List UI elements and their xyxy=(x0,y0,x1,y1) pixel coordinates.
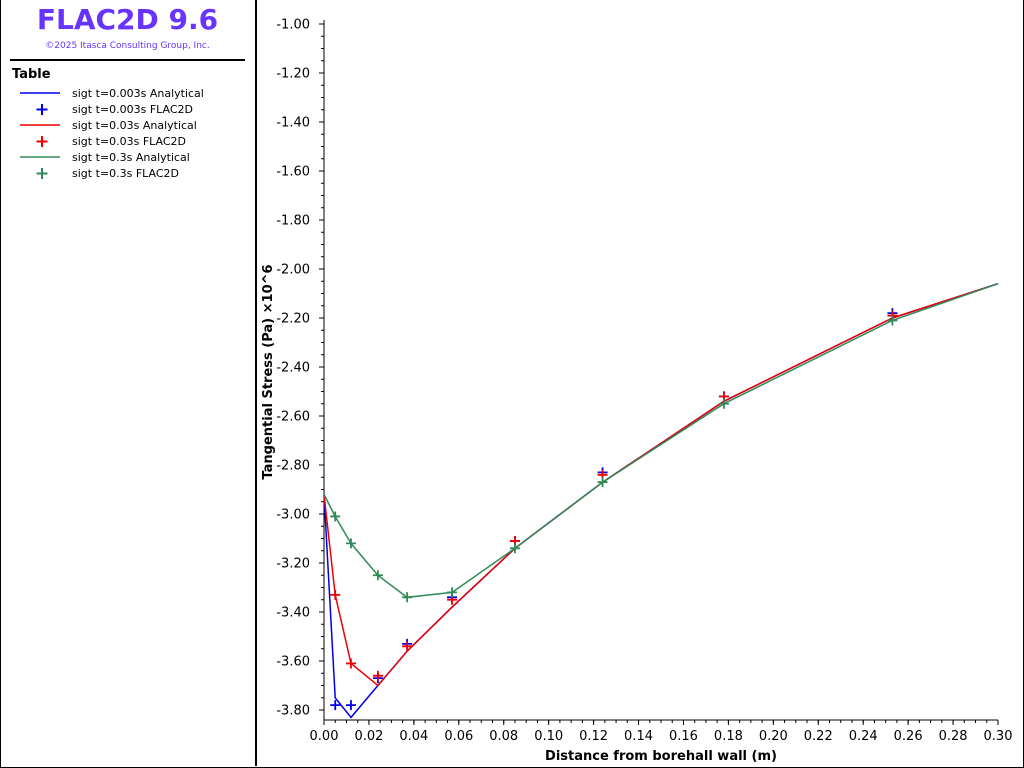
legend-line-swatch xyxy=(20,156,60,158)
plus-marker xyxy=(887,315,898,326)
legend-label: sigt t=0.03s FLAC2D xyxy=(72,135,187,148)
legend-item: sigt t=0.003s Analytical xyxy=(20,86,250,102)
y-tick-label: -1.80 xyxy=(276,214,310,229)
x-tick-label: 0.08 xyxy=(489,729,518,744)
plus-marker xyxy=(597,477,608,488)
plus-marker xyxy=(402,641,413,652)
plus-marker xyxy=(447,587,458,598)
title-divider xyxy=(10,59,245,61)
y-tick-label: -1.00 xyxy=(276,18,310,33)
x-tick-label: 0.16 xyxy=(669,729,698,744)
plus-marker xyxy=(345,658,356,669)
legend-label: sigt t=0.003s Analytical xyxy=(72,87,204,100)
legend-line-swatch xyxy=(20,124,60,126)
y-tick-label: -1.60 xyxy=(276,165,310,180)
plus-marker xyxy=(402,592,413,603)
x-tick-label: 0.22 xyxy=(804,729,833,744)
plus-marker xyxy=(330,511,341,522)
y-tick-label: -3.00 xyxy=(276,508,310,523)
legend-item: sigt t=0.003s FLAC2D xyxy=(20,102,250,118)
x-tick-label: 0.00 xyxy=(310,729,339,744)
y-tick-label: -1.40 xyxy=(276,116,310,131)
x-tick-label: 0.24 xyxy=(849,729,878,744)
y-axis-label: Tangential Stress (Pa) ×10^6 xyxy=(261,264,276,479)
chart-area: -1.00 -1.20 -1.40 -1.60 -1.80 -2.00 -2.20 -2.40… xyxy=(261,18,1013,765)
legend-list: sigt t=0.003s Analytical sigt t=0.003s F… xyxy=(20,86,250,182)
x-tick-label: 0.14 xyxy=(624,729,653,744)
legend-item: sigt t=0.03s Analytical xyxy=(20,118,250,134)
x-axis-label: Distance from borehall wall (m) xyxy=(545,749,777,764)
y-tick-label: -2.80 xyxy=(276,459,310,474)
legend-item: sigt t=0.3s FLAC2D xyxy=(20,166,250,182)
plus-marker xyxy=(509,543,520,554)
y-tick-label: -1.20 xyxy=(276,67,310,82)
plus-marker xyxy=(372,570,383,581)
legend-item: sigt t=0.03s FLAC2D xyxy=(20,134,250,150)
plus-marker xyxy=(345,538,356,549)
y-tick-label: -2.60 xyxy=(276,410,310,425)
y-tick-label: -3.40 xyxy=(276,606,310,621)
legend-plus-marker-swatch xyxy=(36,104,48,115)
y-tick-label: -2.00 xyxy=(276,263,310,278)
plus-marker xyxy=(345,700,356,711)
copyright-text: ©2025 Itasca Consulting Group, Inc. xyxy=(45,41,210,51)
legend-title: Table xyxy=(12,67,51,82)
x-tick-label: 0.30 xyxy=(984,729,1013,744)
x-tick-label: 0.20 xyxy=(759,729,788,744)
x-tick-label: 0.04 xyxy=(399,729,428,744)
plus-marker xyxy=(330,589,341,600)
y-tick-label: -3.80 xyxy=(276,704,310,719)
x-tick-label: 0.10 xyxy=(534,729,563,744)
legend-label: sigt t=0.3s Analytical xyxy=(72,151,190,164)
legend-label: sigt t=0.003s FLAC2D xyxy=(72,103,194,116)
y-tick-label: -2.40 xyxy=(276,361,310,376)
legend-panel: FLAC2D 9.6 ©2025 Itasca Consulting Group… xyxy=(0,0,257,766)
legend-plus-marker-swatch xyxy=(36,168,48,179)
series-line xyxy=(323,282,999,687)
x-tick-label: 0.18 xyxy=(714,729,743,744)
legend-label: sigt t=0.3s FLAC2D xyxy=(72,167,180,180)
y-tick-label: -3.60 xyxy=(276,655,310,670)
legend-plus-marker-swatch xyxy=(36,136,48,147)
series-line xyxy=(323,282,999,599)
x-tick-label: 0.12 xyxy=(579,729,608,744)
plus-marker xyxy=(330,700,341,711)
legend-item: sigt t=0.3s Analytical xyxy=(20,150,250,166)
y-tick-label: -3.20 xyxy=(276,557,310,572)
x-tick-label: 0.06 xyxy=(444,729,473,744)
app-title: FLAC2D 9.6 xyxy=(36,3,219,36)
x-tick-label: 0.02 xyxy=(354,729,383,744)
y-tick-label: -2.20 xyxy=(276,312,310,327)
legend-label: sigt t=0.03s Analytical xyxy=(72,119,197,132)
x-tick-label: 0.26 xyxy=(894,729,923,744)
legend-line-swatch xyxy=(20,92,60,94)
series-line xyxy=(323,282,999,719)
x-tick-label: 0.28 xyxy=(939,729,968,744)
plus-marker xyxy=(718,398,729,409)
plus-marker xyxy=(372,670,383,681)
